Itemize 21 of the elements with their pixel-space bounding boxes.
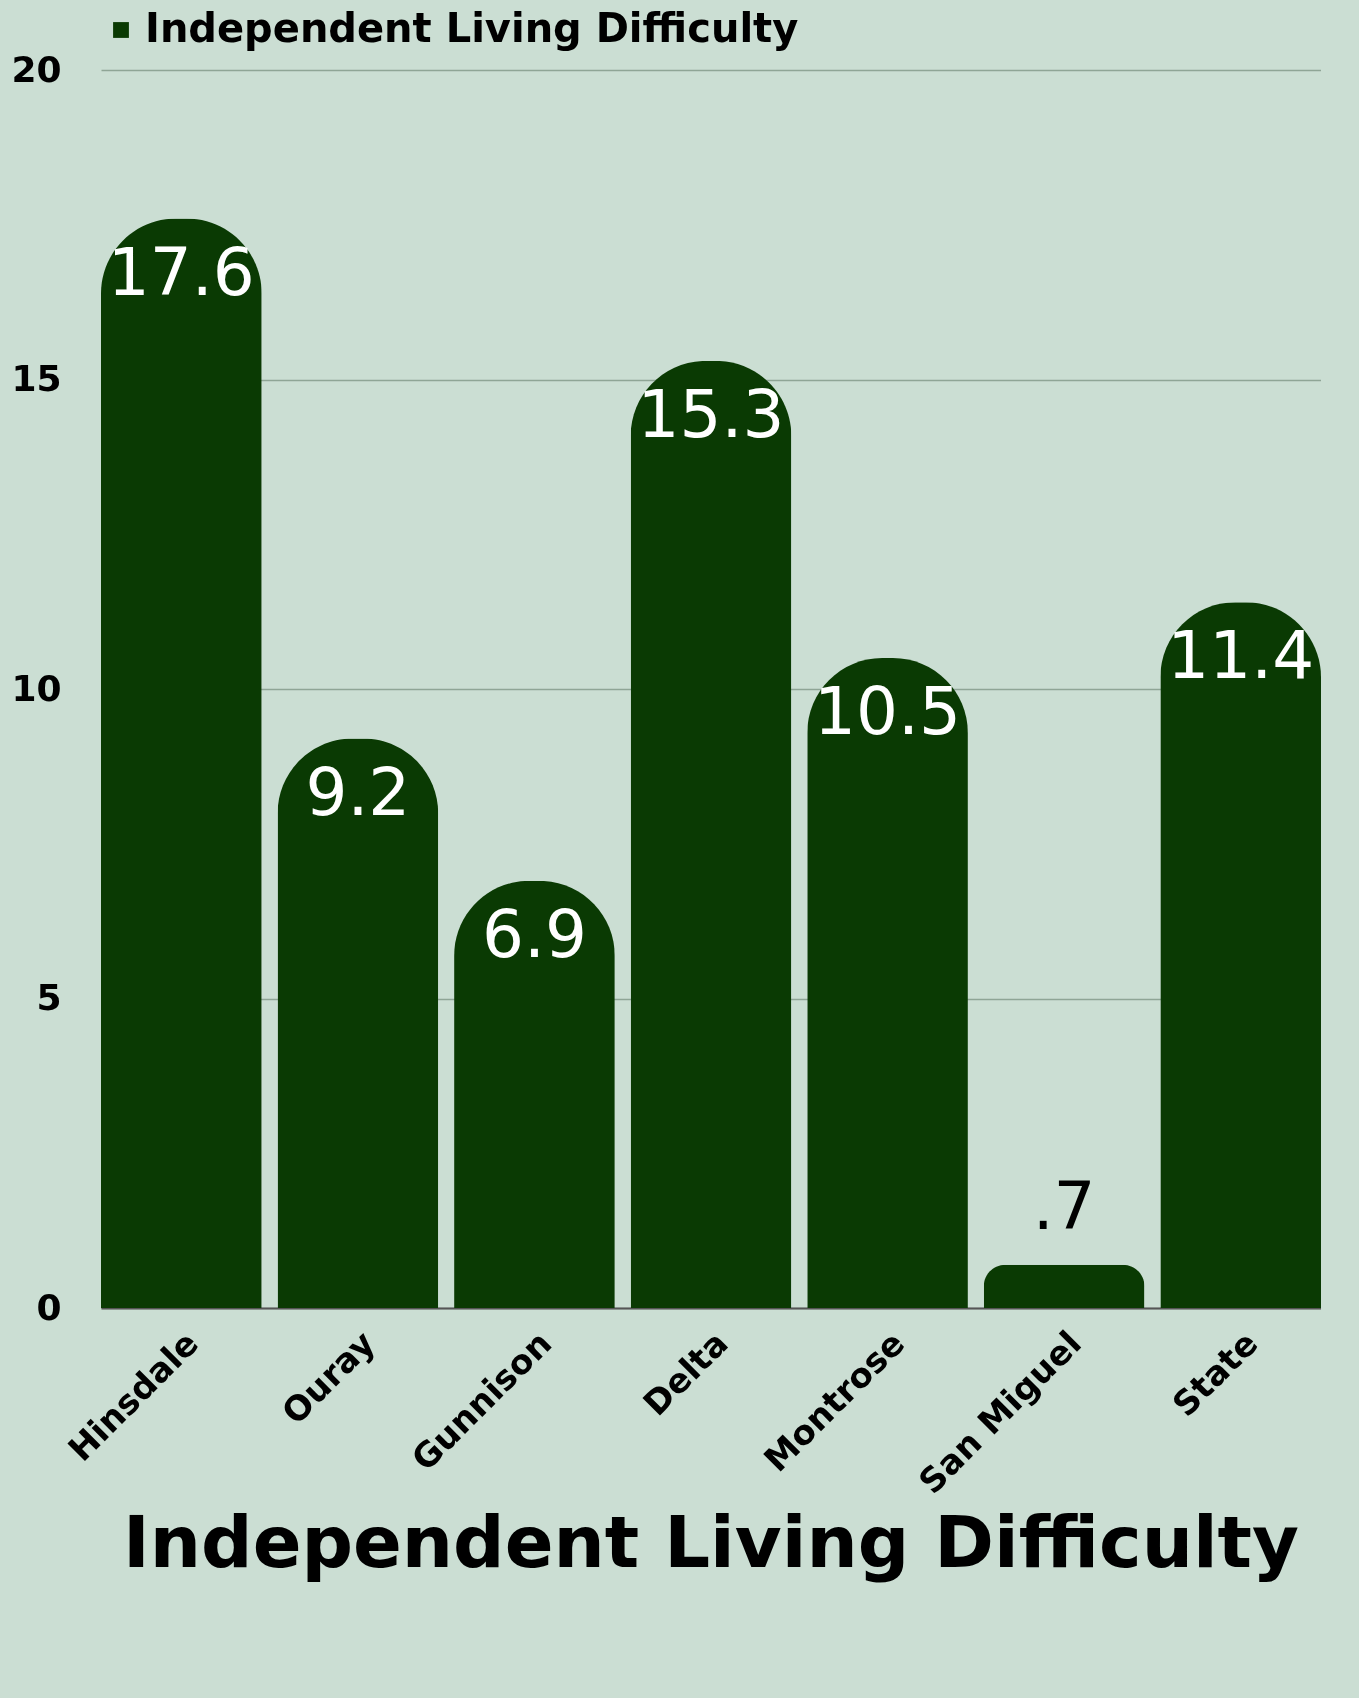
data-label: 15.3 <box>637 375 785 453</box>
bar <box>101 218 262 1308</box>
bar <box>983 1264 1145 1308</box>
y-tick-label: 20 <box>11 48 62 90</box>
bar <box>1160 602 1321 1308</box>
bar <box>807 658 968 1308</box>
bar <box>277 738 439 1308</box>
y-tick-label: 10 <box>11 667 62 709</box>
y-tick-label: 15 <box>11 358 62 399</box>
bar <box>454 880 615 1308</box>
data-label: .7 <box>1032 1167 1096 1245</box>
bar <box>630 360 792 1308</box>
y-tick-label: 5 <box>36 977 62 1018</box>
data-label: 6.9 <box>481 895 587 973</box>
legend-label: Independent Living Difficulty <box>145 5 799 51</box>
data-label: 10.5 <box>814 673 962 751</box>
data-label: 9.2 <box>305 753 411 831</box>
data-label: 17.6 <box>107 233 255 311</box>
y-tick-label: 0 <box>36 1286 62 1328</box>
text: Independent Living Difficulty <box>123 1500 1299 1585</box>
data-label: 11.4 <box>1167 617 1315 695</box>
